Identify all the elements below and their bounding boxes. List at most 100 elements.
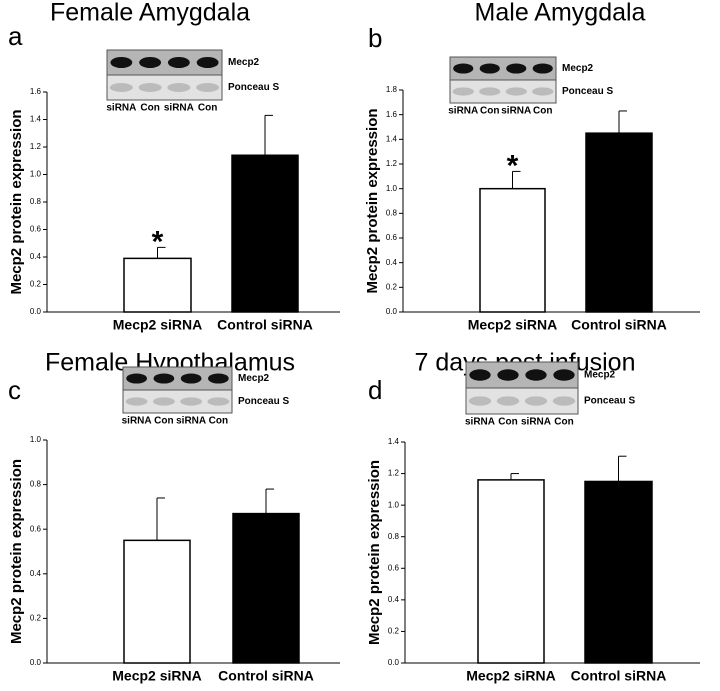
y-tick-label: 0.0 [30, 307, 42, 316]
ponceau-band [167, 83, 191, 92]
band-label: Mecp2 [228, 57, 260, 68]
y-tick-label: 0.2 [30, 614, 42, 623]
ponceau-band [524, 396, 548, 406]
x-tick-label: Control siRNA [218, 668, 314, 684]
blot-band [525, 369, 547, 381]
ponceau-band [125, 397, 148, 406]
band-label: Ponceau S [238, 396, 289, 407]
y-tick-label: 1.0 [30, 170, 42, 179]
x-tick-label: Control siRNA [571, 317, 667, 333]
bar [584, 480, 653, 664]
lane-label: Con [533, 106, 552, 117]
panel-letter: a [8, 21, 23, 51]
blot-band [553, 369, 575, 381]
ponceau-band [532, 87, 554, 96]
ponceau-band [138, 83, 162, 92]
ponceau-band [109, 83, 133, 92]
x-tick-label: Control siRNA [571, 668, 667, 684]
y-tick-label: 0.6 [30, 524, 42, 533]
y-tick-label: 1.0 [388, 500, 400, 509]
blot-band [469, 369, 491, 381]
x-tick-label: Mecp2 siRNA [468, 317, 557, 333]
ponceau-band [505, 87, 527, 96]
lane-label: siRNA [122, 416, 152, 427]
bar [585, 132, 653, 313]
lane-label: siRNA [164, 103, 194, 114]
band-label: Mecp2 [562, 63, 594, 74]
annotation: * [152, 225, 164, 258]
bar [123, 539, 191, 664]
y-tick-label: 1.6 [386, 110, 398, 119]
band-label: Mecp2 [238, 373, 270, 384]
y-axis-label: Mecp2 protein expression [366, 460, 383, 645]
ponceau-band [452, 87, 474, 96]
ponceau-band [207, 397, 230, 406]
ponceau-band [496, 396, 520, 406]
lane-label: Con [198, 103, 217, 114]
ponceau-band [468, 396, 492, 406]
ponceau-band [479, 87, 501, 96]
blot-band [506, 63, 527, 74]
blot-band [167, 57, 190, 68]
chart-title: Female Amygdala [50, 0, 250, 27]
y-tick-label: 0.4 [386, 258, 398, 267]
y-tick-label: 0.6 [388, 563, 400, 572]
ponceau-band [180, 397, 203, 406]
lane-label: Con [140, 103, 159, 114]
blot-band [532, 63, 553, 74]
band-label: Ponceau S [562, 86, 613, 97]
y-axis-label: Mecp2 protein expression [364, 108, 381, 293]
x-tick-label: Control siRNA [217, 317, 313, 333]
lane-label: Con [209, 416, 228, 427]
y-tick-label: 0.2 [386, 282, 398, 291]
bar [231, 154, 299, 313]
blot-band [180, 373, 202, 384]
y-tick-label: 1.4 [386, 134, 398, 143]
lane-label: Con [480, 106, 499, 117]
blot-band [453, 63, 474, 74]
lane-label: Con [554, 417, 573, 428]
bar [479, 187, 546, 313]
blot-bottom [122, 389, 233, 414]
ponceau-band [152, 397, 175, 406]
y-axis-label: Mecp2 protein expression [8, 109, 25, 294]
y-tick-label: 0.4 [388, 595, 400, 604]
annotation: * [507, 149, 519, 182]
y-tick-label: 1.0 [386, 184, 398, 193]
lane-label: siRNA [106, 103, 136, 114]
blot-band [479, 63, 500, 74]
lane-label: siRNA [448, 106, 478, 117]
y-tick-label: 1.2 [30, 142, 42, 151]
band-label: Ponceau S [584, 396, 635, 407]
y-tick-label: 1.2 [388, 469, 400, 478]
blot-band [110, 57, 133, 68]
y-tick-label: 0.8 [30, 197, 42, 206]
y-tick-label: 1.4 [388, 437, 400, 446]
panel-letter: c [8, 375, 21, 405]
lane-label: siRNA [521, 417, 551, 428]
y-tick-label: 0.8 [388, 532, 400, 541]
y-tick-label: 0.4 [30, 252, 42, 261]
blot-band [153, 373, 175, 384]
blot-band [139, 57, 162, 68]
bar [232, 512, 300, 664]
y-tick-label: 0.2 [388, 627, 400, 636]
y-tick-label: 0.2 [30, 280, 42, 289]
x-tick-label: Mecp2 siRNA [112, 668, 201, 684]
bar [123, 257, 192, 313]
bar [477, 479, 545, 664]
lane-label: Con [154, 416, 173, 427]
band-label: Mecp2 [584, 370, 616, 381]
panel-letter: d [368, 375, 382, 405]
y-tick-label: 0.8 [30, 480, 42, 489]
y-tick-label: 0.4 [30, 569, 42, 578]
blot-bottom [449, 79, 557, 104]
y-tick-label: 1.2 [386, 159, 398, 168]
y-tick-label: 0.8 [386, 208, 398, 217]
chart-title: Male Amygdala [475, 0, 646, 27]
blot-band [126, 373, 147, 384]
x-tick-label: Mecp2 siRNA [113, 317, 202, 333]
ponceau-band [552, 396, 576, 406]
y-tick-label: 0.6 [30, 225, 42, 234]
